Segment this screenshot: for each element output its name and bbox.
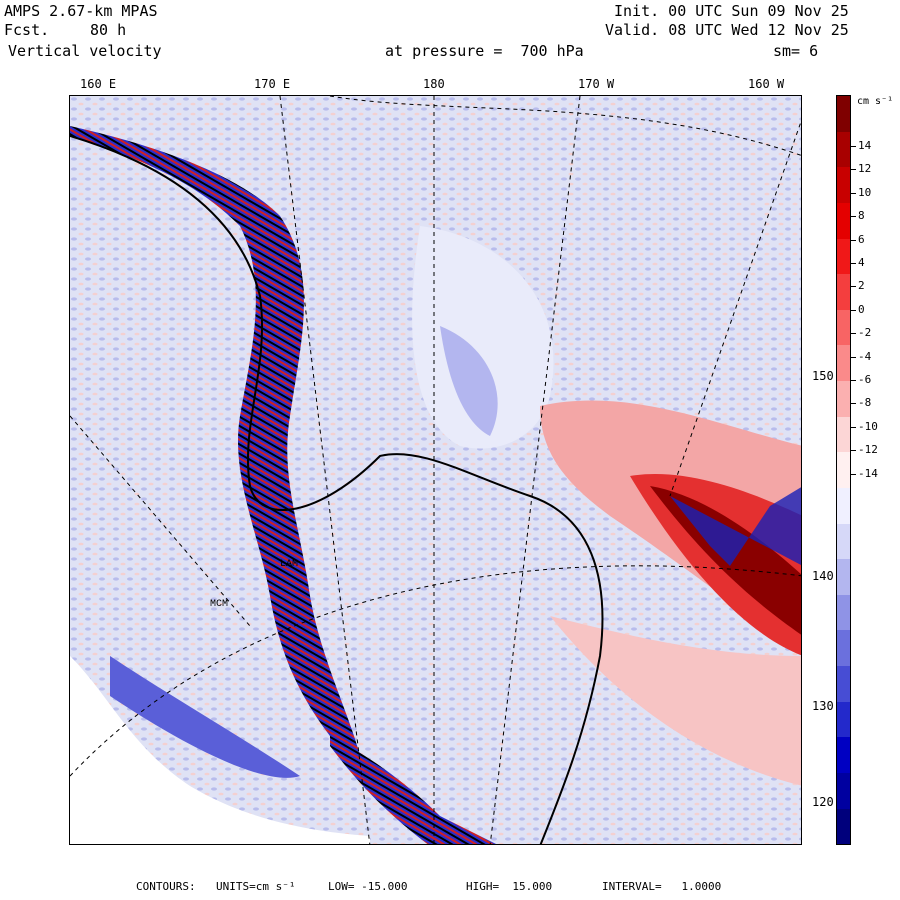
parallel-line	[70, 565, 801, 777]
lon-label-170w: 170 W	[578, 77, 615, 91]
colorbar-segment	[837, 202, 850, 239]
meridian-170w	[489, 96, 581, 844]
descent-band	[440, 326, 498, 436]
colorbar-segment	[837, 309, 850, 346]
colorbar-tick-label: 0	[850, 302, 865, 316]
colorbar-tick-label: 8	[850, 209, 865, 223]
colorbar-tick-label: -4	[849, 349, 872, 363]
colorbar-segment	[837, 630, 850, 666]
field-name: Vertical velocity	[8, 42, 162, 60]
colorbar-segment	[837, 487, 850, 524]
ascent-region-south	[550, 616, 801, 786]
colorbar-segment	[837, 345, 850, 381]
colorbar-tick-label: -2	[849, 326, 872, 340]
colorbar-tick-label: 10	[849, 185, 872, 199]
colorbar-segment	[837, 274, 850, 310]
colorbar-segment	[837, 131, 850, 168]
model-title: AMPS 2.67-km MPAS	[4, 2, 158, 20]
colorbar-segment	[837, 772, 850, 809]
colorbar-tick-label: 12	[849, 162, 872, 176]
meridian-160w	[669, 120, 801, 497]
smoothing-value: sm= 6	[773, 42, 819, 60]
forecast-label: Fcst.	[4, 21, 50, 39]
colorbar-segment	[837, 523, 850, 560]
colorbar-tick-label: 6	[850, 232, 865, 246]
colorbar-segment	[837, 594, 850, 631]
station-label-lam: LAM	[280, 559, 298, 570]
valid-time: Valid. 08 UTC Wed 12 Nov 25	[605, 21, 849, 39]
pressure-level: at pressure = 700 hPa	[385, 42, 584, 60]
parallel-line-north	[329, 96, 801, 156]
ice-shelf-region	[412, 226, 554, 449]
map-panel: LAM MCM	[69, 95, 802, 845]
init-time: Init. 00 UTC Sun 09 Nov 25	[614, 2, 849, 20]
colorbar-tick-label: 2	[850, 279, 865, 293]
colorbar-segment	[837, 416, 850, 453]
colorbar-units: cm s⁻¹	[857, 96, 894, 107]
colorbar-segment	[837, 808, 850, 845]
meridian-170e	[279, 96, 371, 844]
colorbar-segment	[837, 666, 850, 702]
lon-label-160e: 160 E	[80, 77, 117, 91]
forecast-hour: 80 h	[90, 21, 127, 39]
footer-interval: INTERVAL= 1.0000	[602, 880, 722, 893]
colorbar-tick-label: -6	[849, 373, 872, 386]
meridian-160e	[70, 415, 251, 627]
colorbar-segment	[837, 701, 850, 738]
colorbar-segment	[837, 381, 850, 417]
footer-high: HIGH= 15.000	[466, 880, 553, 893]
strong-ascent-east	[630, 474, 801, 656]
colorbar-tick-label: -14	[850, 466, 878, 480]
mountain-ridge	[70, 126, 360, 756]
descent-streak-southwest	[110, 656, 300, 778]
colorbar-segment	[837, 167, 850, 203]
colorbar-tick-label: 14	[849, 139, 872, 152]
colorbar	[836, 95, 851, 845]
colorbar-segment	[837, 452, 850, 488]
lon-label-160w: 160 W	[748, 77, 785, 91]
footer-units: UNITS=cm s⁻¹	[216, 880, 296, 893]
footer-contours: CONTOURS:	[136, 880, 196, 893]
lon-label-180: 180	[423, 77, 445, 91]
coastline	[70, 135, 604, 844]
footer-low: LOW= -15.000	[328, 880, 408, 893]
colorbar-tick-label: -12	[850, 443, 878, 457]
lon-label-170e: 170 E	[254, 77, 291, 91]
colorbar-segment	[837, 559, 850, 595]
colorbar-tick-label: -8	[849, 396, 872, 410]
station-label-mcm: MCM	[210, 599, 228, 610]
colorbar-tick-label: 4	[850, 256, 865, 269]
strong-descent-east	[670, 487, 801, 566]
colorbar-segment	[837, 96, 850, 132]
ocean-area	[70, 656, 370, 844]
colorbar-tick-label: -10	[850, 419, 878, 433]
colorbar-segment	[837, 238, 850, 275]
colorbar-segment	[837, 737, 850, 773]
mountain-ridge-south	[330, 736, 496, 844]
vertical-velocity-map: LAM MCM	[70, 96, 801, 844]
